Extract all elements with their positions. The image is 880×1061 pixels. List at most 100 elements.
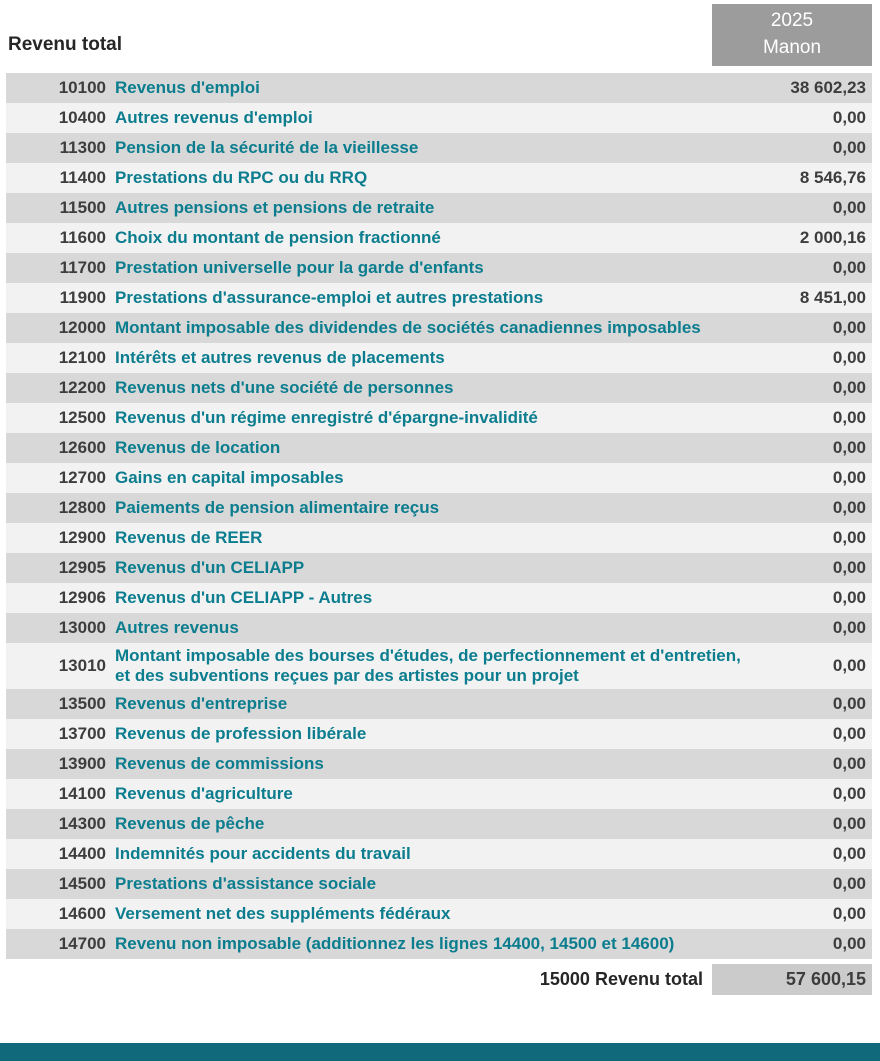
row-amount: 0,00 [832,438,866,457]
row-label: Autres pensions et pensions de retraite [115,198,435,217]
row-label: Paiements de pension alimentaire reçus [115,498,440,517]
row-label: Revenus de location [115,438,281,457]
table-row: 14600 Versement net des suppléments fédé… [6,899,872,929]
row-label: Indemnités pour accidents du travail [115,844,411,863]
row-label: Prestations d'assurance-emploi et autres… [115,288,544,307]
footer-bar [0,1043,880,1061]
row-line-number: 13500 [58,694,106,713]
table-row: 13900 Revenus de commissions 0,00 [6,749,872,779]
row-amount: 2 000,16 [799,228,866,247]
row-amount: 0,00 [832,108,866,127]
row-line-number: 11600 [59,228,106,247]
row-label: Autres revenus [115,618,239,637]
table-row: 11400 Prestations du RPC ou du RRQ 8 546… [6,163,872,193]
table-row: 14500 Prestations d'assistance sociale 0… [6,869,872,899]
table-row: 12100 Intérêts et autres revenus de plac… [6,343,872,373]
row-amount: 8 546,76 [799,168,866,187]
table-row: 12906 Revenus d'un CELIAPP - Autres 0,00 [6,583,872,613]
row-amount: 0,00 [832,934,866,953]
row-line-number: 12600 [58,438,106,457]
row-line-number: 13010 [58,656,106,675]
row-amount: 0,00 [832,724,866,743]
table-row: 13700 Revenus de profession libérale 0,0… [6,719,872,749]
row-amount: 0,00 [832,656,866,675]
row-label: Prestation universelle pour la garde d'e… [115,258,484,277]
year-person-column-header: 2025 Manon [712,4,872,66]
row-line-number: 12000 [58,318,106,337]
row-line-number: 11300 [59,138,106,157]
table-row: 14300 Revenus de pêche 0,00 [6,809,872,839]
row-amount: 0,00 [832,258,866,277]
table-row: 13500 Revenus d'entreprise 0,00 [6,689,872,719]
row-label: Prestations du RPC ou du RRQ [115,168,368,187]
table-row: 11300 Pension de la sécurité de la vieil… [6,133,872,163]
income-rows: 10100 Revenus d'emploi 38 602,23 10400 A… [6,73,872,959]
table-row: 12500 Revenus d'un régime enregistré d'é… [6,403,872,433]
table-row: 10100 Revenus d'emploi 38 602,23 [6,73,872,103]
row-label: Revenus de REER [115,528,263,547]
row-amount: 8 451,00 [799,288,866,307]
row-line-number: 11500 [59,198,106,217]
row-amount: 0,00 [832,618,866,637]
row-amount: 38 602,23 [790,78,866,97]
row-label: Revenus d'emploi [115,78,260,97]
table-row: 12905 Revenus d'un CELIAPP 0,00 [6,553,872,583]
row-amount: 0,00 [832,408,866,427]
row-line-number: 12905 [58,558,106,577]
row-line-number: 13700 [58,724,106,743]
row-line-number: 12200 [58,378,106,397]
row-amount: 0,00 [832,468,866,487]
row-label: Choix du montant de pension fractionné [115,228,441,247]
row-label: Revenus de pêche [115,814,265,833]
table-row: 14400 Indemnités pour accidents du trava… [6,839,872,869]
row-label: Prestations d'assistance sociale [115,874,377,893]
total-line-number: 15000 [539,969,590,989]
row-line-number: 11900 [59,288,106,307]
row-label: Revenus nets d'une société de personnes [115,378,454,397]
total-amount: 57 600,15 [712,964,872,995]
page-title: Revenu total [8,34,123,55]
row-label: Revenus de profession libérale [115,724,367,743]
table-row: 11600 Choix du montant de pension fracti… [6,223,872,253]
table-row: 14100 Revenus d'agriculture 0,00 [6,779,872,809]
row-label: Revenus de commissions [115,754,324,773]
row-line-number: 13000 [58,618,106,637]
row-line-number: 14100 [58,784,106,803]
row-label: Versement net des suppléments fédéraux [115,904,451,923]
row-amount: 0,00 [832,904,866,923]
taxpayer-name-label: Manon [762,37,822,58]
row-label: Pension de la sécurité de la vieillesse [115,138,419,157]
tax-year-label: 2025 [770,10,814,31]
table-row: 12000 Montant imposable des dividendes d… [6,313,872,343]
page-header: Revenu total 2025 Manon [0,0,880,66]
row-line-number: 14500 [58,874,106,893]
table-row: 11500 Autres pensions et pensions de ret… [6,193,872,223]
table-row: 12700 Gains en capital imposables 0,00 [6,463,872,493]
row-line-number: 14300 [58,814,106,833]
row-amount: 0,00 [832,498,866,517]
row-label: Autres revenus d'emploi [115,108,313,127]
table-row: 12800 Paiements de pension alimentaire r… [6,493,872,523]
row-amount: 0,00 [832,348,866,367]
table-row: 11700 Prestation universelle pour la gar… [6,253,872,283]
row-amount: 0,00 [832,784,866,803]
row-label: Revenus d'un régime enregistré d'épargne… [115,408,538,427]
table-row: 10400 Autres revenus d'emploi 0,00 [6,103,872,133]
row-line-number: 12906 [58,588,106,607]
row-amount: 0,00 [832,588,866,607]
row-amount: 0,00 [832,754,866,773]
row-amount: 0,00 [832,558,866,577]
row-label: Revenu non imposable (additionnez les li… [115,934,675,953]
table-row: 13010 Montant imposable des bourses d'ét… [6,643,872,689]
row-line-number: 12800 [58,498,106,517]
row-label: Revenus d'agriculture [115,784,293,803]
row-line-number: 14600 [58,904,106,923]
row-line-number: 12500 [58,408,106,427]
row-amount: 0,00 [832,318,866,337]
row-label: Montant imposable des dividendes de soci… [115,318,701,337]
table-row: 12200 Revenus nets d'une société de pers… [6,373,872,403]
row-line-number: 11400 [59,168,106,187]
row-line-number: 12900 [58,528,106,547]
row-line-number: 11700 [59,258,106,277]
total-row: 15000 Revenu total 57 600,15 [6,964,872,995]
